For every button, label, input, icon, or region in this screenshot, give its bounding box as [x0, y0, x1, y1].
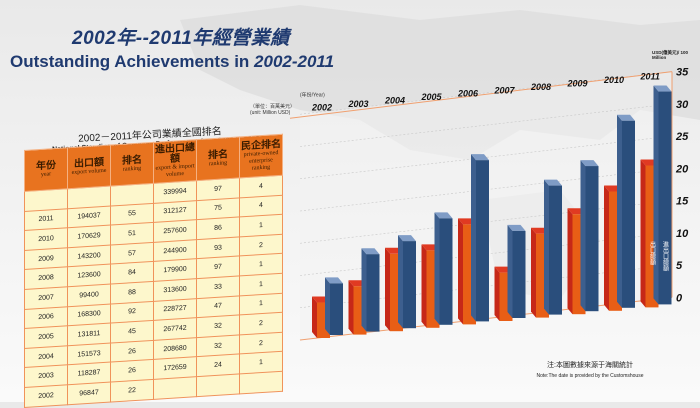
x-tick-label: 2002 [311, 102, 332, 112]
bar-top [471, 154, 489, 161]
bar-side [361, 248, 367, 332]
bar-top [507, 224, 526, 231]
bar-top [617, 114, 635, 121]
bar-side [653, 85, 659, 305]
gridline [299, 103, 673, 147]
bar-side [507, 224, 513, 318]
y-tick-label: 15 [676, 196, 689, 208]
bar-top [434, 212, 453, 219]
bar-import-export [403, 241, 416, 329]
title-english: Outstanding Achievements in 2002-2011 [10, 52, 334, 72]
bar-top [544, 179, 562, 186]
bar-side [398, 235, 403, 329]
y-tick-label: 30 [676, 99, 689, 111]
bar-side [348, 280, 354, 335]
x-tick-label: 2005 [421, 92, 443, 102]
x-tick-label: 2008 [530, 82, 551, 92]
bar-import-export [512, 230, 526, 318]
bar-side [312, 296, 317, 338]
gridline [299, 135, 673, 180]
bar-side [325, 277, 330, 335]
bar-side [471, 154, 476, 322]
bar-side [434, 212, 440, 325]
table-unit-en: (unit: Million USD) [250, 110, 291, 116]
bar-side [458, 218, 463, 325]
bar-top [361, 248, 380, 255]
bar-top [580, 160, 599, 167]
table-unit-cn: （單位：百萬美元） [250, 104, 296, 110]
bar-side [617, 114, 622, 308]
bar-top [325, 277, 343, 284]
bar-import-export [585, 166, 599, 312]
y-tick-label: 5 [676, 260, 683, 272]
y-axis-label: USD(億美元)/ 100 Million [652, 50, 689, 60]
gridline [299, 168, 673, 212]
bar-side [604, 185, 609, 311]
bar-side [421, 244, 427, 328]
bar-import-export [439, 218, 453, 325]
series-label: 進出口總額 [662, 241, 669, 273]
bar-top [398, 235, 416, 242]
bar-side [544, 179, 549, 315]
top-axis-line [289, 71, 673, 119]
x-tick-label: 2007 [494, 85, 516, 95]
y-tick-label: 35 [676, 67, 689, 79]
bar-import-export [622, 120, 635, 308]
title-chinese: 2002年--2011年經營業績 [72, 28, 290, 49]
x-tick-label: 2010 [603, 75, 624, 85]
x-axis-label: (年份/Year) [300, 91, 325, 98]
x-tick-label: 2003 [348, 99, 369, 109]
bar-side [567, 208, 573, 315]
title-english-years: 2002-2011 [254, 52, 335, 71]
bar-side [640, 159, 646, 308]
bar-top [653, 85, 672, 92]
y-tick-label: 25 [675, 131, 689, 143]
bar-import-export [476, 160, 489, 322]
bar-side [531, 227, 536, 318]
x-tick-label: 2006 [457, 89, 479, 99]
table-unit: （單位：百萬美元） (unit: Million USD) [250, 104, 295, 116]
source-note-cn: 注:本圖數據來源于海關統計 [547, 362, 633, 369]
series-label: 出口總額 [649, 241, 656, 267]
bar-side [385, 247, 390, 332]
bar-import-export [330, 283, 343, 335]
x-tick-label: 2009 [567, 78, 588, 88]
bar-side [580, 160, 586, 312]
bar-import-export [366, 254, 380, 332]
y-tick-label: 10 [676, 228, 689, 240]
x-tick-label: 2004 [384, 95, 405, 105]
bar-side [494, 266, 500, 321]
bar-import-export [658, 91, 672, 305]
source-note-en: Note:The date is provided by the Customs… [536, 373, 644, 379]
title-english-prefix: Outstanding Achievements in [10, 52, 255, 71]
bar-import-export [549, 185, 562, 315]
x-tick-label: 2011 [640, 72, 660, 82]
y-tick-label: 0 [676, 292, 683, 304]
y-tick-label: 20 [675, 163, 689, 175]
